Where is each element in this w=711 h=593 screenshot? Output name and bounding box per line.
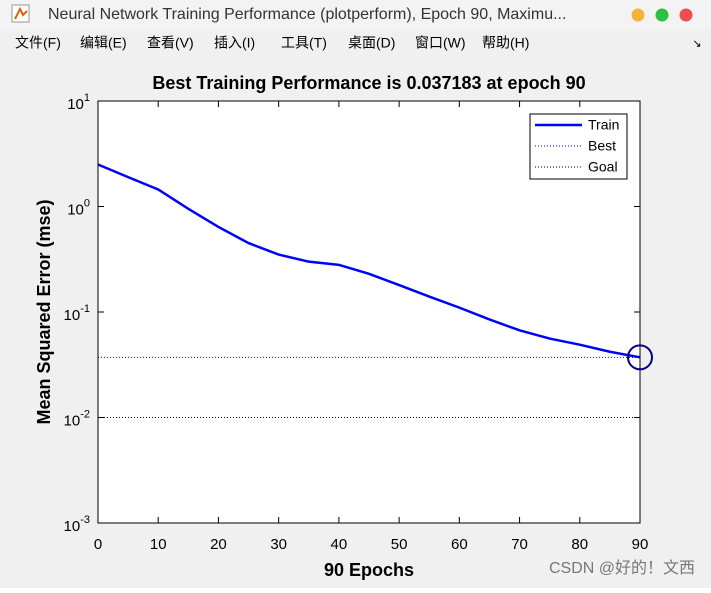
y-tick-label: 10-2 bbox=[64, 408, 90, 429]
x-tick-label: 30 bbox=[270, 536, 287, 553]
x-tick-label: 50 bbox=[391, 536, 408, 553]
x-tick-label: 60 bbox=[451, 536, 468, 553]
x-axis-label: 90 Epochs bbox=[324, 560, 414, 580]
x-tick-label: 90 bbox=[632, 536, 649, 553]
app-icon bbox=[11, 4, 30, 23]
watermark: CSDN @好的！文西 bbox=[549, 559, 695, 577]
title-bar bbox=[0, 0, 711, 30]
minimize-button[interactable] bbox=[631, 8, 645, 22]
window-title: Neural Network Training Performance (plo… bbox=[48, 6, 566, 23]
menu-bar: 文件(F) 编辑(E) 查看(V) 插入(I) 工具(T) 桌面(D) 窗口(W) 帮助(H) bbox=[15, 35, 529, 51]
x-tick-label: 80 bbox=[571, 536, 588, 553]
menu-item[interactable]: 帮助(H) bbox=[482, 35, 529, 51]
best-marker bbox=[627, 344, 653, 371]
y-tick-label: 101 bbox=[67, 92, 90, 113]
legend-label: Best bbox=[588, 138, 616, 154]
y-tick-label: 10-1 bbox=[64, 303, 90, 324]
legend-label: Train bbox=[588, 117, 619, 133]
app-icon-glyph bbox=[14, 6, 28, 20]
x-tick-label: 20 bbox=[210, 536, 227, 553]
close-button[interactable] bbox=[679, 8, 693, 22]
menu-item[interactable]: 桌面(D) bbox=[348, 35, 395, 51]
x-tick-label: 0 bbox=[94, 536, 102, 553]
menu-item[interactable]: 窗口(W) bbox=[415, 35, 466, 51]
x-tick-label: 70 bbox=[511, 536, 528, 553]
menu-item[interactable]: 编辑(E) bbox=[80, 35, 127, 51]
y-tick-label: 10-3 bbox=[64, 514, 90, 535]
train-line bbox=[97, 163, 641, 359]
menu-item[interactable]: 查看(V) bbox=[147, 35, 194, 51]
menu-item[interactable]: 插入(I) bbox=[214, 35, 255, 51]
x-tick-label: 10 bbox=[150, 536, 167, 553]
maximize-button[interactable] bbox=[655, 8, 669, 22]
x-tick-label: 40 bbox=[331, 536, 348, 553]
menu-arrow[interactable]: ↘ bbox=[692, 38, 701, 50]
legend-label: Goal bbox=[588, 159, 618, 175]
chart-title: Best Training Performance is 0.037183 at… bbox=[152, 73, 585, 93]
menu-item[interactable]: 工具(T) bbox=[281, 35, 327, 51]
menu-item[interactable]: 文件(F) bbox=[15, 35, 61, 51]
y-tick-label: 100 bbox=[67, 197, 90, 218]
y-axis-label: Mean Squared Error (mse) bbox=[34, 199, 54, 424]
